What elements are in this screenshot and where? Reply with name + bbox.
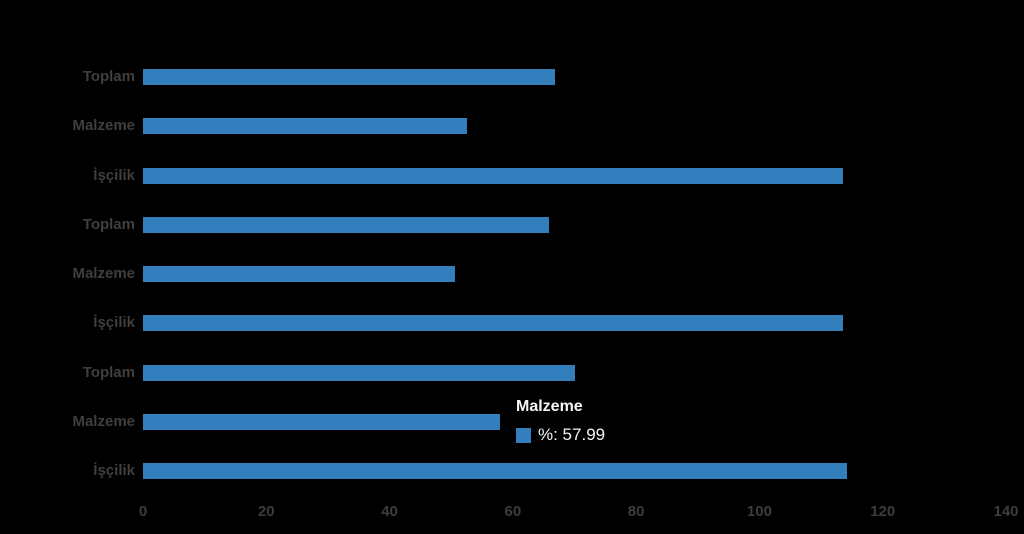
tooltip-value-row: %: 57.99 — [516, 425, 605, 445]
bar[interactable] — [143, 364, 575, 381]
x-tick-label: 60 — [504, 503, 522, 520]
bar[interactable] — [143, 413, 501, 430]
x-tick-label: 0 — [138, 503, 148, 520]
category-label: Toplam — [82, 68, 135, 85]
category-label: Malzeme — [72, 265, 135, 282]
category-label: Toplam — [82, 363, 135, 381]
bar[interactable] — [143, 315, 843, 332]
category-label: İşçilik — [93, 462, 135, 479]
category-label: İşçilik — [93, 166, 135, 184]
x-tick-label: 80 — [627, 503, 645, 520]
tooltip-value: %: 57.99 — [538, 425, 606, 444]
series-swatch-icon — [516, 427, 531, 443]
x-tick-label: 40 — [381, 503, 398, 520]
category-label: İşçilik — [93, 314, 135, 332]
x-tick-label: 120 — [870, 503, 896, 520]
tooltip: Malzeme %: 57.99 — [516, 398, 605, 445]
bar[interactable] — [143, 266, 455, 282]
x-tick-label: 140 — [993, 503, 1019, 520]
category-label: Malzeme — [72, 117, 135, 135]
bar[interactable] — [143, 167, 844, 184]
x-tick-label: 20 — [257, 503, 275, 520]
bar[interactable] — [143, 463, 847, 479]
bar[interactable] — [143, 216, 549, 233]
tooltip-title: Malzeme — [516, 398, 583, 415]
bar[interactable] — [143, 118, 467, 135]
x-tick-label: 100 — [746, 503, 772, 520]
category-label: Malzeme — [72, 412, 135, 430]
category-label: Toplam — [82, 215, 135, 233]
bar[interactable] — [143, 69, 555, 85]
